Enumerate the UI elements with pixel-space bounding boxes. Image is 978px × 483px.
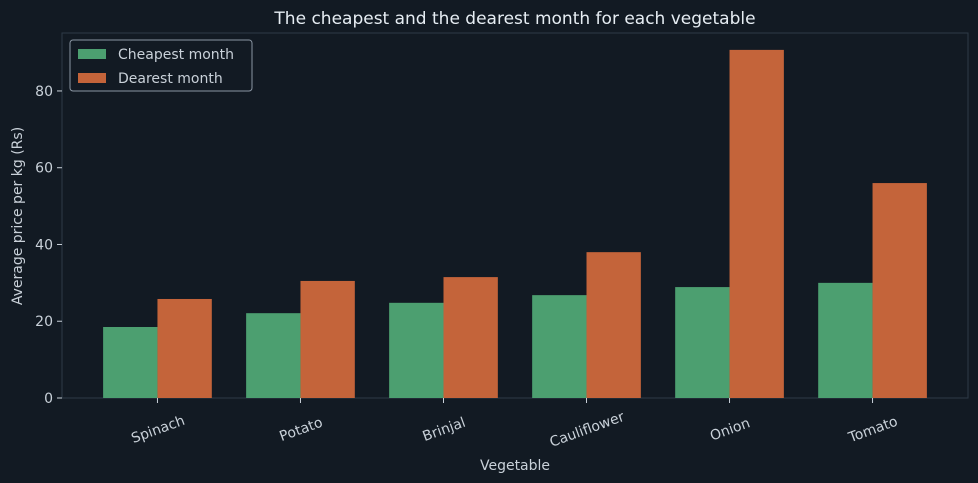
bar <box>103 326 158 398</box>
bar <box>675 287 730 398</box>
legend-swatch <box>78 73 106 83</box>
bar <box>872 183 927 398</box>
legend-box <box>69 39 253 92</box>
legend-label: Dearest month <box>118 71 223 87</box>
bar <box>157 298 212 398</box>
chart-title: The cheapest and the dearest month for e… <box>273 9 755 29</box>
y-tick-label: 20 <box>35 314 53 330</box>
y-tick-label: 0 <box>44 391 53 407</box>
bar <box>729 49 784 399</box>
bar <box>389 302 444 398</box>
x-axis-label: Vegetable <box>480 458 550 474</box>
y-axis-label: Average price per kg (Rs) <box>10 127 26 305</box>
y-tick-label: 80 <box>35 84 53 100</box>
bar <box>246 313 301 398</box>
bar <box>300 280 355 398</box>
bar <box>586 252 641 398</box>
legend-swatch <box>78 49 106 59</box>
plot-frame <box>61 32 969 399</box>
bar <box>443 277 498 398</box>
legend-label: Cheapest month <box>118 47 234 63</box>
bar <box>818 282 873 398</box>
y-tick-label: 40 <box>35 237 53 253</box>
bar <box>532 295 587 398</box>
y-tick-label: 60 <box>35 161 53 177</box>
